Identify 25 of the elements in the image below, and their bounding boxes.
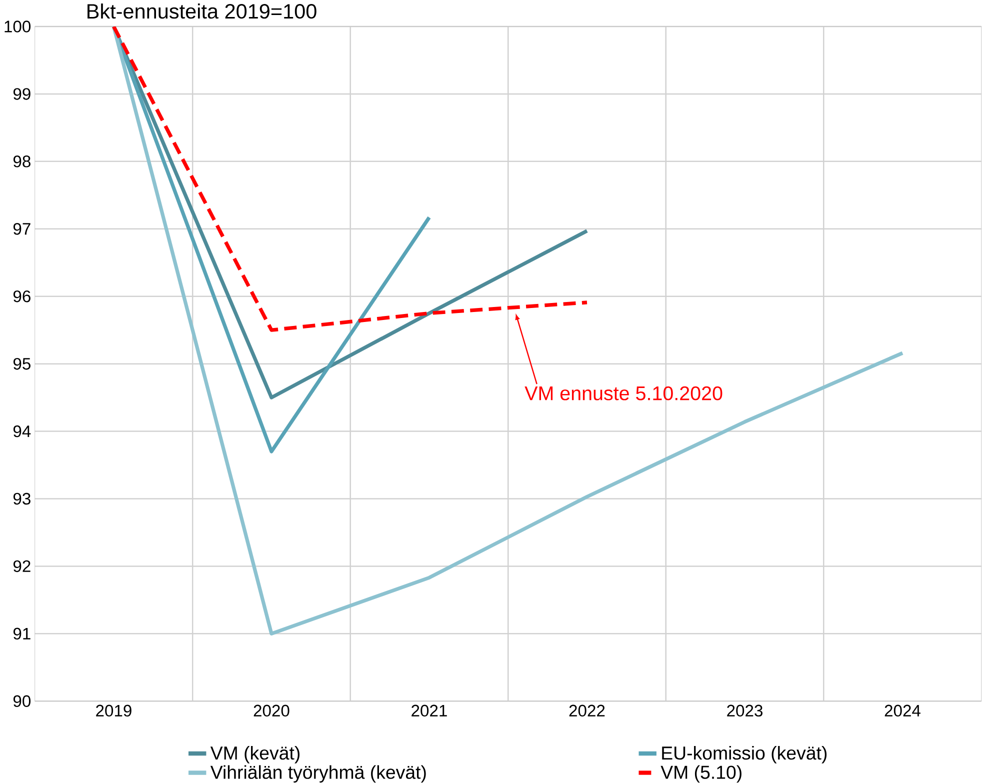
annotation: VM ennuste 5.10.2020 xyxy=(524,386,722,400)
y-tick-label: 90 xyxy=(13,695,31,707)
x-tick-label: 2021 xyxy=(412,704,447,716)
y-tick-label: 92 xyxy=(13,560,30,572)
x-tick-label: 2019 xyxy=(96,704,132,716)
x-tick-label: 2024 xyxy=(884,704,920,716)
legend-label: Vihriälän työryhmä (kevät) xyxy=(210,764,426,782)
line-series xyxy=(112,26,904,636)
legend-label: VM (kevät) xyxy=(210,746,300,764)
chart-title: Bkt-ennusteita 2019=100 xyxy=(88,3,316,18)
legend-label: EU-komissio (kevät) xyxy=(662,746,827,764)
x-tick-label: 2023 xyxy=(727,704,762,716)
y-tick-label: 99 xyxy=(13,88,30,100)
y-tick-label: 97 xyxy=(13,222,30,235)
legend-label: VM (5.10) xyxy=(660,764,742,782)
x-tick-label: 2022 xyxy=(569,704,605,716)
y-tick-label: 98 xyxy=(13,155,30,168)
y-tick-label: 100 xyxy=(4,20,31,32)
y-tick-label: 91 xyxy=(13,628,30,640)
y-tick-label: 96 xyxy=(13,290,30,302)
y-tick-label: 94 xyxy=(13,425,31,437)
y-tick-label: 93 xyxy=(13,492,30,504)
y-tick-label: 95 xyxy=(13,358,30,370)
line-series xyxy=(112,26,589,332)
x-tick-label: 2020 xyxy=(254,704,290,716)
